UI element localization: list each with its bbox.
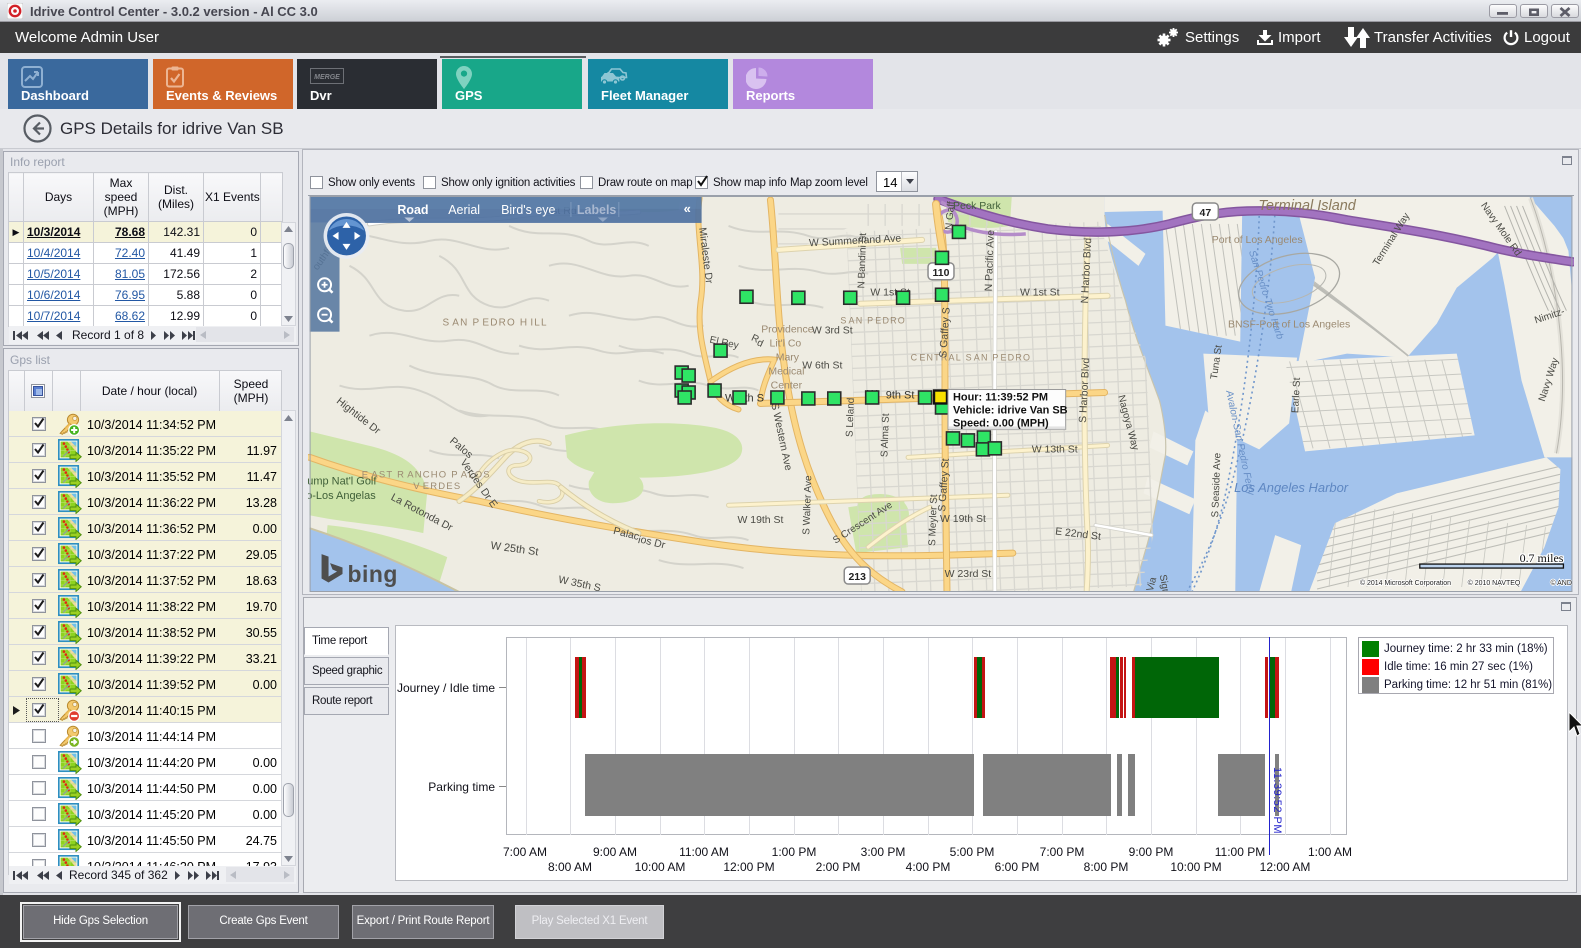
svg-text:S Harbor Blvd: S Harbor Blvd [1078,357,1092,423]
svg-text:CENTRAL SAN PEDRO: CENTRAL SAN PEDRO [911,353,1032,363]
svg-text:W 19th St: W 19th St [737,515,783,526]
svg-text:S Gaffey S: S Gaffey S [938,307,952,358]
svg-text:Aerial: Aerial [448,203,480,217]
svg-text:N Gaff: N Gaff [944,201,957,231]
svg-text:Medical: Medical [768,367,804,378]
svg-text:213: 213 [848,572,866,583]
svg-text:S Walker Ave: S Walker Ave [801,475,814,535]
svg-text:S Gaffey St: S Gaffey St [937,458,952,512]
svg-text:Terminal Island: Terminal Island [1258,198,1356,214]
svg-text:N Bandini St: N Bandini St [856,233,869,289]
svg-text:Mary: Mary [776,353,800,364]
svg-text:S Seaside Ave: S Seaside Ave [1210,452,1223,517]
svg-text:W 1st St: W 1st St [870,288,910,299]
svg-text:W 6th St: W 6th St [802,361,842,372]
svg-text:Center: Center [771,381,803,392]
svg-text:S Leland: S Leland [845,397,857,437]
svg-text:47: 47 [1200,208,1212,219]
svg-text:MERGE: MERGE [314,74,340,81]
svg-text:N Pacific Ave: N Pacific Ave [984,230,997,292]
svg-text:Hour: 11:39:52 PM: Hour: 11:39:52 PM [953,391,1048,403]
svg-text:W 3rd St: W 3rd St [812,326,853,337]
svg-text:Los Angeles Harbor: Los Angeles Harbor [1234,480,1349,495]
svg-text:Peck Park: Peck Park [953,201,1001,212]
svg-text:rump Nat'l Golf: rump Nat'l Golf [308,475,377,487]
svg-text:Via: Via [1145,576,1159,592]
svg-text:lub-Los Angelas: lub-Los Angelas [308,490,376,502]
svg-text:Road: Road [397,203,428,217]
svg-text:Vehicle: idrive Van SB: Vehicle: idrive Van SB [953,404,1068,416]
svg-text:N Harbor Blvd: N Harbor Blvd [1080,237,1094,303]
svg-text:© AND: © AND [1550,579,1571,587]
svg-text:9th St: 9th St [886,389,915,401]
svg-text:BNSF-Port of Los Angeles: BNSF-Port of Los Angeles [1228,320,1350,331]
svg-text:Lit'l Co: Lit'l Co [770,339,802,350]
svg-text:W 1st St: W 1st St [1020,288,1060,299]
svg-text:bing: bing [347,561,397,587]
svg-text:«: « [684,201,691,216]
svg-text:© 2010 NAVTEQ: © 2010 NAVTEQ [1468,579,1521,587]
svg-text:Providence: Providence [761,325,814,336]
svg-text:Port of Los Angeles: Port of Los Angeles [1212,235,1303,246]
svg-text:Sign: Sign [1157,574,1171,592]
svg-text:© 2014 Microsoft Corporation: © 2014 Microsoft Corporation [1360,579,1451,587]
svg-text:SAN PEDRO: SAN PEDRO [840,316,906,326]
svg-text:S Alma St: S Alma St [879,413,892,457]
svg-text:S Meyler St: S Meyler St [927,494,940,546]
svg-text:Earle St: Earle St [1290,377,1303,413]
svg-text:Tuna St: Tuna St [1209,344,1225,380]
svg-text:W 13th St: W 13th St [1032,444,1078,455]
svg-text:W 23rd St: W 23rd St [945,569,992,580]
svg-text:Labels: Labels [577,203,617,217]
svg-text:Speed: 0.00 (MPH): Speed: 0.00 (MPH) [953,417,1049,429]
svg-text:W Summerland Ave: W Summerland Ave [809,233,902,249]
svg-text:Bird's eye: Bird's eye [501,203,555,217]
svg-text:110: 110 [933,268,950,279]
svg-text:0.7 miles: 0.7 miles [1520,551,1564,565]
svg-text:W 19th St: W 19th St [940,514,986,525]
